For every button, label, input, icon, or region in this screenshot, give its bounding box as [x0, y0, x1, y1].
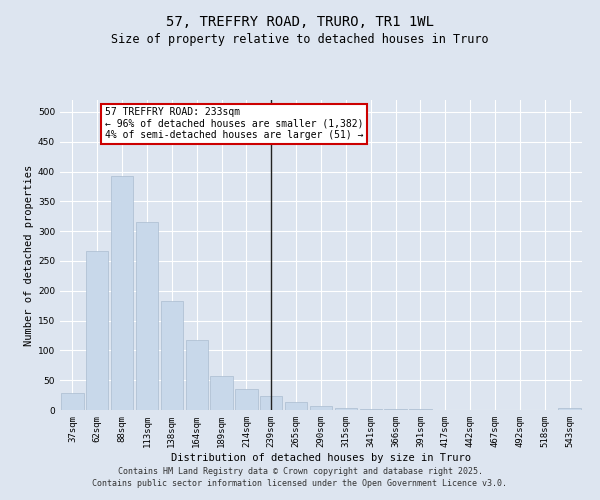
Bar: [285, 402, 307, 410]
Text: 57, TREFFRY ROAD, TRURO, TR1 1WL: 57, TREFFRY ROAD, TRURO, TR1 1WL: [166, 15, 434, 29]
Bar: [185, 340, 208, 410]
Bar: [235, 389, 257, 410]
Bar: [310, 406, 332, 410]
Bar: [111, 176, 133, 410]
Bar: [211, 376, 233, 410]
Bar: [136, 222, 158, 410]
Text: Contains HM Land Registry data © Crown copyright and database right 2025.
Contai: Contains HM Land Registry data © Crown c…: [92, 466, 508, 487]
Text: Size of property relative to detached houses in Truro: Size of property relative to detached ho…: [111, 32, 489, 46]
Text: 57 TREFFRY ROAD: 233sqm
← 96% of detached houses are smaller (1,382)
4% of semi-: 57 TREFFRY ROAD: 233sqm ← 96% of detache…: [105, 107, 363, 140]
X-axis label: Distribution of detached houses by size in Truro: Distribution of detached houses by size …: [171, 452, 471, 462]
Y-axis label: Number of detached properties: Number of detached properties: [24, 164, 34, 346]
Bar: [260, 396, 283, 410]
Bar: [61, 394, 83, 410]
Bar: [86, 251, 109, 410]
Bar: [161, 301, 183, 410]
Bar: [559, 408, 581, 410]
Bar: [335, 408, 357, 410]
